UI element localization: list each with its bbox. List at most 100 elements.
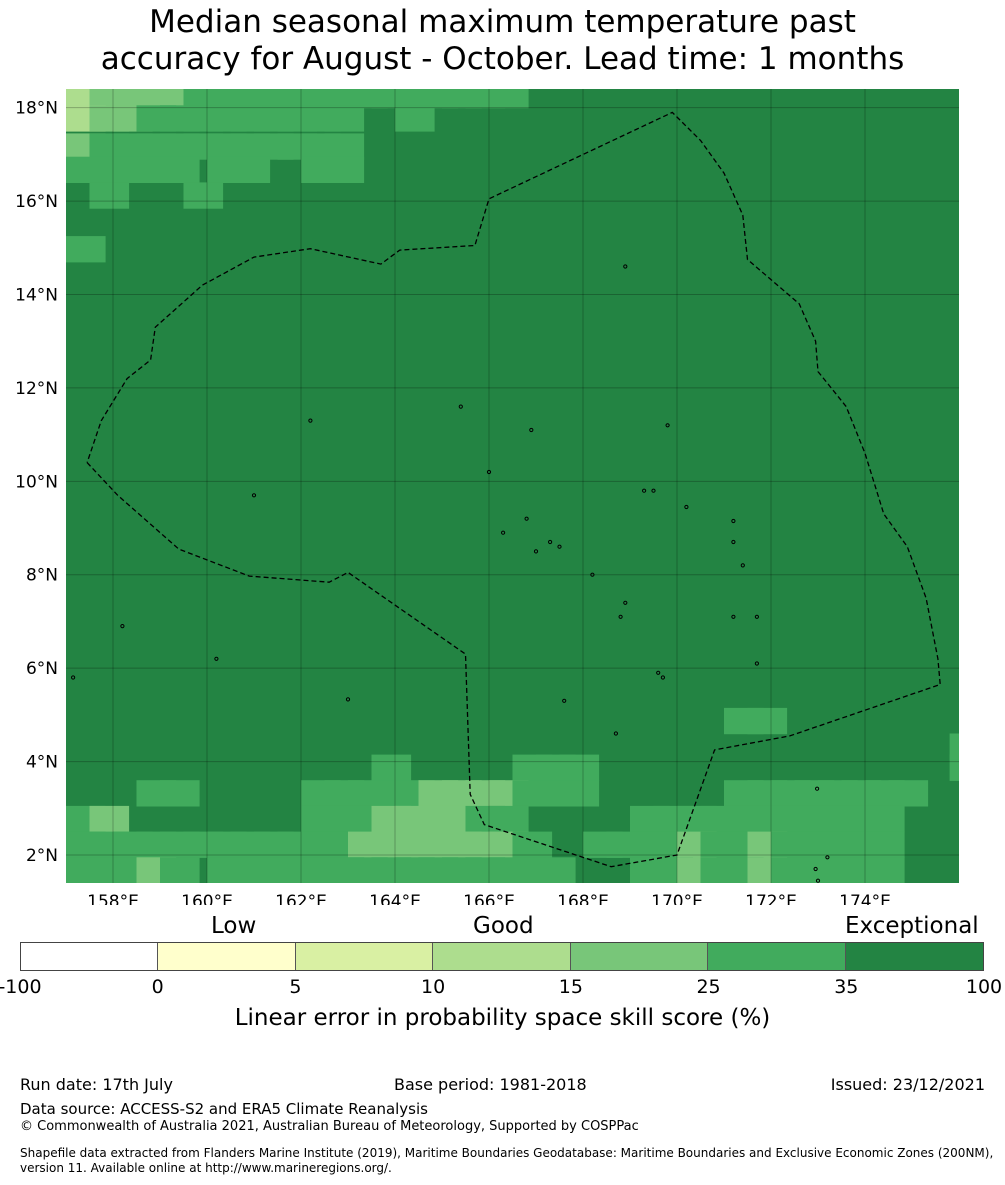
map-cell [865,857,905,883]
colorbar-label: Linear error in probability space skill … [234,1005,771,1031]
colorbar-segment [21,943,159,970]
island-outline [651,488,656,493]
run-date: Run date: 17th July [20,1075,173,1094]
map-cell [89,182,130,209]
lat-tick-label: 18°N [15,99,58,119]
lat-tick-label: 16°N [15,192,58,212]
map-cell [865,805,905,833]
island-outline [308,418,313,423]
colorbar-tick-label: 15 [558,976,583,998]
map-cell [230,156,271,183]
island-outline [665,423,670,428]
map-cell [89,805,130,833]
island-outline [754,661,760,666]
island-outline [623,600,628,605]
colorbar-category-good: Good [473,913,534,939]
lon-tick-label: 174°E [839,892,891,905]
map-plot-area [66,89,959,883]
island-outline [486,469,492,475]
island-outline [618,614,623,619]
copyright-notice: © Commonwealth of Australia 2021, Austra… [20,1119,639,1134]
island-outline [815,786,820,791]
map-cell [395,105,435,132]
map-cell [324,133,365,160]
colorbar-segment [295,943,434,970]
map-cell [160,156,200,183]
colorbar-segment [708,943,846,970]
lon-tick-label: 168°E [557,892,609,905]
lon-tick-label: 164°E [369,892,421,905]
map-cell [559,780,600,807]
island-outline [548,539,553,545]
colorbar-category-low: Low [211,913,257,939]
island-outline [731,614,736,619]
colorbar-segment [433,943,571,970]
island-outline [458,404,463,409]
lat-tick-label: 10°N [15,472,58,492]
map-cell [949,733,959,760]
map-cell [559,754,600,781]
colorbar-segment [845,943,983,970]
colorbar-category-exceptional: Exceptional [845,913,979,939]
lon-tick-label: 170°E [651,892,703,905]
lon-tick-label: 160°E [181,892,233,905]
lat-tick-label: 2°N [26,846,58,866]
map-cell [489,89,529,109]
colorbar-tick-label: 10 [421,976,446,998]
island-outline [825,855,830,860]
island-outline [529,427,534,433]
lon-tick-label: 162°E [275,892,327,905]
island-outline [557,544,562,549]
island-outline [660,675,666,680]
colorbar-tick-label: 25 [696,976,721,998]
lon-tick-label: 158°E [87,892,139,905]
lon-tick-label: 166°E [463,892,515,905]
map-title-line1: Median seasonal maximum temperature past [149,4,856,40]
lat-tick-label: 8°N [26,566,58,586]
island-outline [71,675,76,680]
island-outline [533,549,539,554]
colorbar-tick-label: 0 [151,976,164,998]
colorbar [20,942,984,971]
lat-tick-label: 12°N [15,379,58,399]
map-cell [160,857,200,883]
island-outline [613,731,619,736]
island-outline [642,488,647,493]
island-outline [754,614,760,619]
island-outline [562,698,567,703]
base-period: Base period: 1981-2018 [394,1075,587,1094]
island-outline [815,878,821,883]
map-cell [949,754,959,781]
map-cell [888,780,929,807]
colorbar-segment [570,943,709,970]
eez-boundary [86,111,941,868]
map-background [66,89,959,883]
island-outline [120,624,125,629]
map-cell [865,831,905,858]
colorbar-tick-label: 35 [834,976,859,998]
island-outline [590,572,595,577]
map-cell [160,780,200,807]
island-outline [214,656,219,661]
shapefile-credit: Shapefile data extracted from Flanders M… [20,1146,994,1175]
lat-tick-label: 14°N [15,286,58,306]
map-cell [489,805,529,833]
island-outline [731,518,736,524]
map-cell [536,857,576,883]
colorbar-tick-label: 100 [965,976,1003,998]
island-outline [684,504,689,510]
island-outline [345,697,351,702]
island-outline [740,563,745,568]
map-cell [324,105,365,132]
island-outline [656,670,661,675]
colorbar-tick-label: -100 [0,976,42,998]
island-outline [813,866,818,872]
island-outline [731,539,736,545]
island-outline [623,264,628,269]
map-cell [66,236,106,263]
lon-tick-label: 172°E [745,892,797,905]
map-title: Median seasonal maximum temperature past… [0,4,1005,78]
island-outline [251,493,257,498]
map-cell [371,754,412,781]
lat-tick-label: 4°N [26,753,58,773]
